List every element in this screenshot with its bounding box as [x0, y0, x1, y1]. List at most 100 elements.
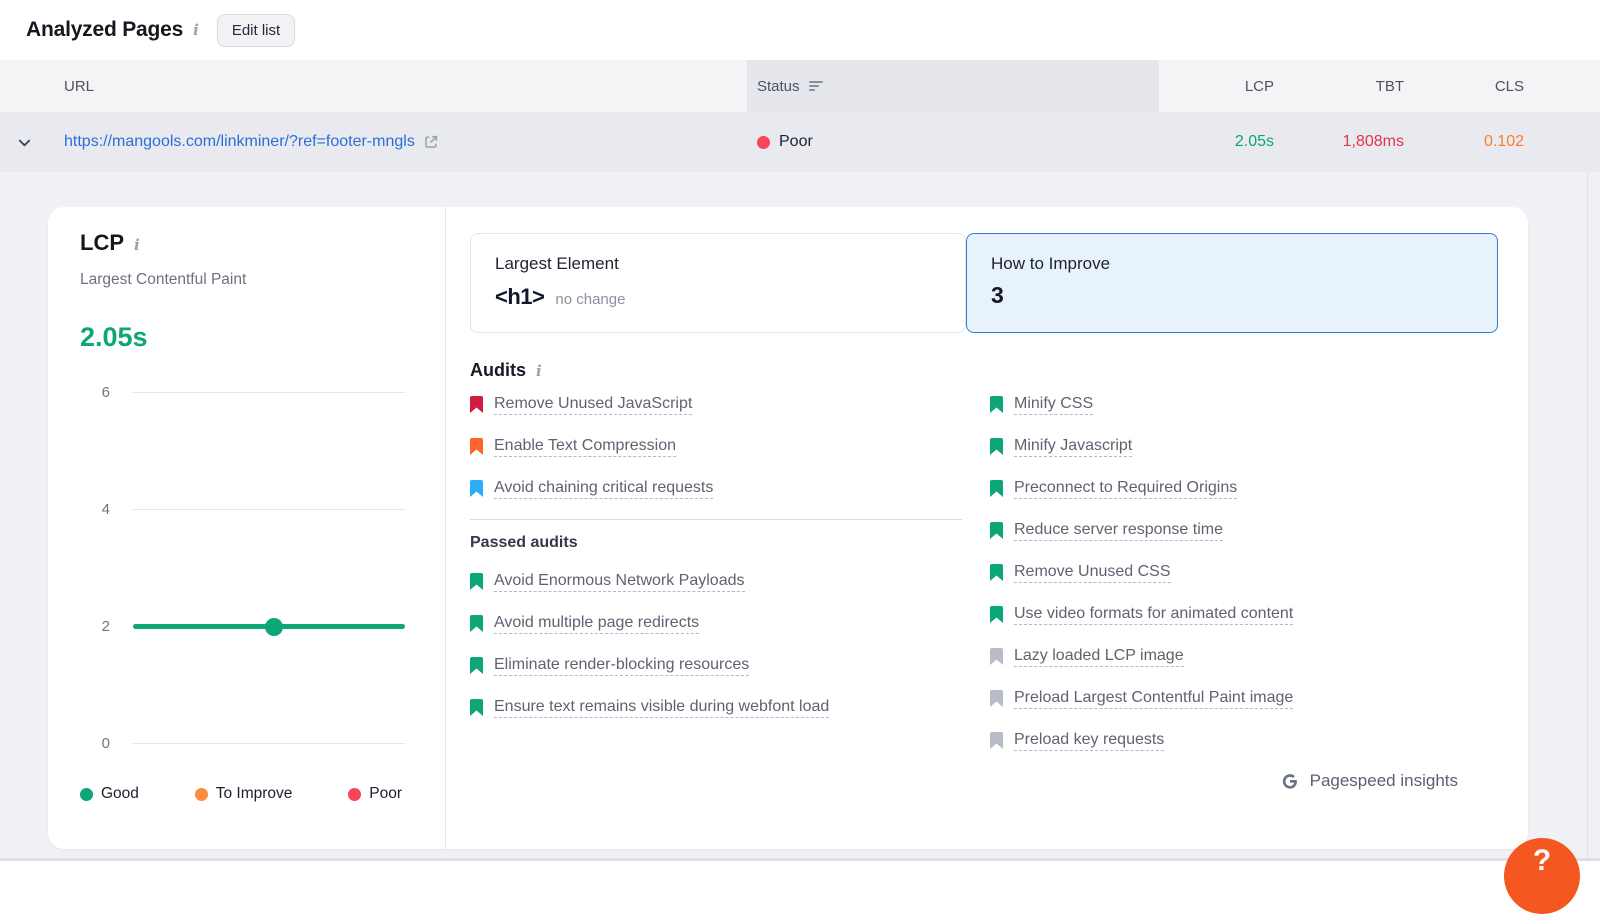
largest-element-card[interactable]: Largest Element <h1> no change: [470, 233, 966, 333]
audit-link-item[interactable]: Lazy loaded LCP image: [990, 645, 1498, 668]
audit-link[interactable]: Preconnect to Required Origins: [1014, 479, 1238, 499]
edit-list-button[interactable]: Edit list: [216, 13, 296, 47]
bookmark-icon: [990, 648, 1003, 665]
lcp-summary: LCP Largest Contentful Paint 2.05s 6 4: [48, 207, 446, 849]
table-row[interactable]: https://mangools.com/linkminer/?ref=foot…: [0, 112, 1600, 172]
chart-tick: 6: [80, 382, 405, 402]
external-link-icon[interactable]: [423, 134, 439, 150]
row-url-link[interactable]: https://mangools.com/linkminer/?ref=foot…: [64, 133, 415, 150]
lcp-trend-chart: 6 4 2 0: [80, 382, 405, 754]
help-fab[interactable]: [1504, 838, 1580, 914]
column-lcp[interactable]: LCP: [1244, 77, 1274, 95]
row-expand-toggle[interactable]: [0, 112, 48, 172]
audit-link[interactable]: Lazy loaded LCP image: [1014, 647, 1184, 667]
column-status-label: Status: [757, 77, 800, 95]
audit-link-item[interactable]: Reduce server response time: [990, 519, 1498, 542]
axis-tick-label: 0: [101, 735, 110, 753]
bookmark-icon: [470, 657, 483, 674]
passed-audits-title: Passed audits: [470, 534, 578, 551]
audit-link-item[interactable]: Minify CSS: [990, 393, 1498, 416]
bookmark-icon: [470, 615, 483, 632]
audit-link[interactable]: Avoid multiple page redirects: [494, 614, 700, 634]
bookmark-icon: [470, 480, 483, 497]
scrollbar-track[interactable]: [1587, 172, 1588, 861]
audit-link[interactable]: Reduce server response time: [1014, 521, 1223, 541]
sort-descending-icon[interactable]: [808, 81, 823, 91]
axis-tick-label: 4: [101, 500, 110, 518]
how-to-improve-card[interactable]: How to Improve 3: [966, 233, 1498, 333]
bookmark-icon: [990, 396, 1003, 413]
audit-link-item[interactable]: Eliminate render-blocking resources: [470, 654, 962, 677]
column-tbt[interactable]: TBT: [1375, 77, 1404, 95]
audits-title: Audits: [470, 360, 526, 380]
legend-dot: [194, 787, 208, 801]
axis-tick-label: 2: [101, 618, 110, 636]
audit-link[interactable]: Preload Largest Contentful Paint image: [1014, 689, 1294, 709]
audit-link-item[interactable]: Minify Javascript: [990, 435, 1498, 458]
open-audits-list: Remove Unused JavaScript Enable Text Com…: [470, 393, 962, 500]
audit-link[interactable]: Preload key requests: [1014, 731, 1165, 751]
legend-dot: [348, 787, 362, 801]
chart-legend: Good To Improve Poor: [80, 785, 402, 803]
audits-info-icon[interactable]: [536, 364, 542, 379]
audit-link[interactable]: Use video formats for animated content: [1014, 605, 1294, 625]
audit-link[interactable]: Minify CSS: [1014, 395, 1094, 415]
pagespeed-insights-link[interactable]: Pagespeed insights: [990, 771, 1458, 791]
right-audits-list: Minify CSS Minify Javascript Preconnect …: [990, 393, 1498, 752]
audit-link-item[interactable]: Avoid multiple page redirects: [470, 612, 962, 635]
largest-element-note: no change: [555, 291, 626, 308]
bookmark-icon: [990, 606, 1003, 623]
legend-item: Poor: [348, 785, 402, 803]
chart-tick: 0: [80, 734, 405, 754]
row-lcp-value: 2.05s: [1234, 133, 1274, 150]
column-status[interactable]: Status: [747, 60, 1159, 112]
audit-link-item[interactable]: Remove Unused JavaScript: [470, 393, 962, 416]
page-title: Analyzed Pages: [26, 18, 184, 41]
legend-label: Good: [101, 785, 139, 802]
lcp-detail-panel: LCP Largest Contentful Paint 2.05s 6 4: [48, 207, 1528, 849]
audit-link-item[interactable]: Ensure text remains visible during webfo…: [470, 696, 962, 719]
audit-link-item[interactable]: Preconnect to Required Origins: [990, 477, 1498, 500]
metric-info-icon[interactable]: [134, 238, 140, 253]
metric-name: LCP: [80, 230, 124, 255]
how-to-improve-title: How to Improve: [991, 254, 1111, 273]
audit-link[interactable]: Minify Javascript: [1014, 437, 1133, 457]
table-header: URL Status LCP TBT CLS: [0, 60, 1600, 112]
audit-link[interactable]: Eliminate render-blocking resources: [494, 656, 750, 676]
column-url[interactable]: URL: [64, 77, 95, 95]
row-status-label: Poor: [779, 133, 813, 150]
legend-item: To Improve: [194, 785, 292, 803]
bookmark-icon: [990, 564, 1003, 581]
audit-link-item[interactable]: Remove Unused CSS: [990, 561, 1498, 584]
axis-tick-label: 6: [101, 383, 110, 401]
gridline: [133, 508, 405, 510]
legend-dot: [80, 787, 93, 801]
audit-link-item[interactable]: Preload Largest Contentful Paint image: [990, 687, 1498, 710]
bookmark-icon: [470, 396, 483, 413]
audit-link[interactable]: Avoid chaining critical requests: [494, 479, 714, 499]
audit-link[interactable]: Remove Unused CSS: [1014, 563, 1171, 583]
audit-link-item[interactable]: Use video formats for animated content: [990, 603, 1498, 626]
chart-tick: 2: [80, 617, 405, 637]
page-background: LCP Largest Contentful Paint 2.05s 6 4: [0, 172, 1600, 861]
legend-label: Poor: [369, 785, 402, 802]
audit-link-item[interactable]: Preload key requests: [990, 729, 1498, 752]
topbar: Analyzed Pages Edit list: [0, 0, 1600, 60]
audit-link[interactable]: Remove Unused JavaScript: [494, 395, 693, 415]
audit-link-item[interactable]: Avoid Enormous Network Payloads: [470, 570, 962, 593]
audit-link-item[interactable]: Avoid chaining critical requests: [470, 477, 962, 500]
bookmark-icon: [990, 480, 1003, 497]
gridline: [133, 624, 405, 630]
info-icon[interactable]: [193, 23, 199, 38]
audit-link[interactable]: Ensure text remains visible during webfo…: [494, 698, 830, 718]
column-cls[interactable]: CLS: [1494, 77, 1524, 95]
lcp-details: Largest Element <h1> no change How to Im…: [446, 207, 1528, 849]
bookmark-icon: [990, 690, 1003, 707]
audit-link[interactable]: Enable Text Compression: [494, 437, 677, 457]
audit-link[interactable]: Avoid Enormous Network Payloads: [494, 572, 745, 592]
audit-link-item[interactable]: Enable Text Compression: [470, 435, 962, 458]
pagespeed-insights-label: Pagespeed insights: [1309, 771, 1458, 790]
metric-subtitle: Largest Contentful Paint: [80, 271, 247, 288]
gridline: [133, 391, 405, 393]
how-to-improve-count: 3: [991, 282, 1004, 308]
